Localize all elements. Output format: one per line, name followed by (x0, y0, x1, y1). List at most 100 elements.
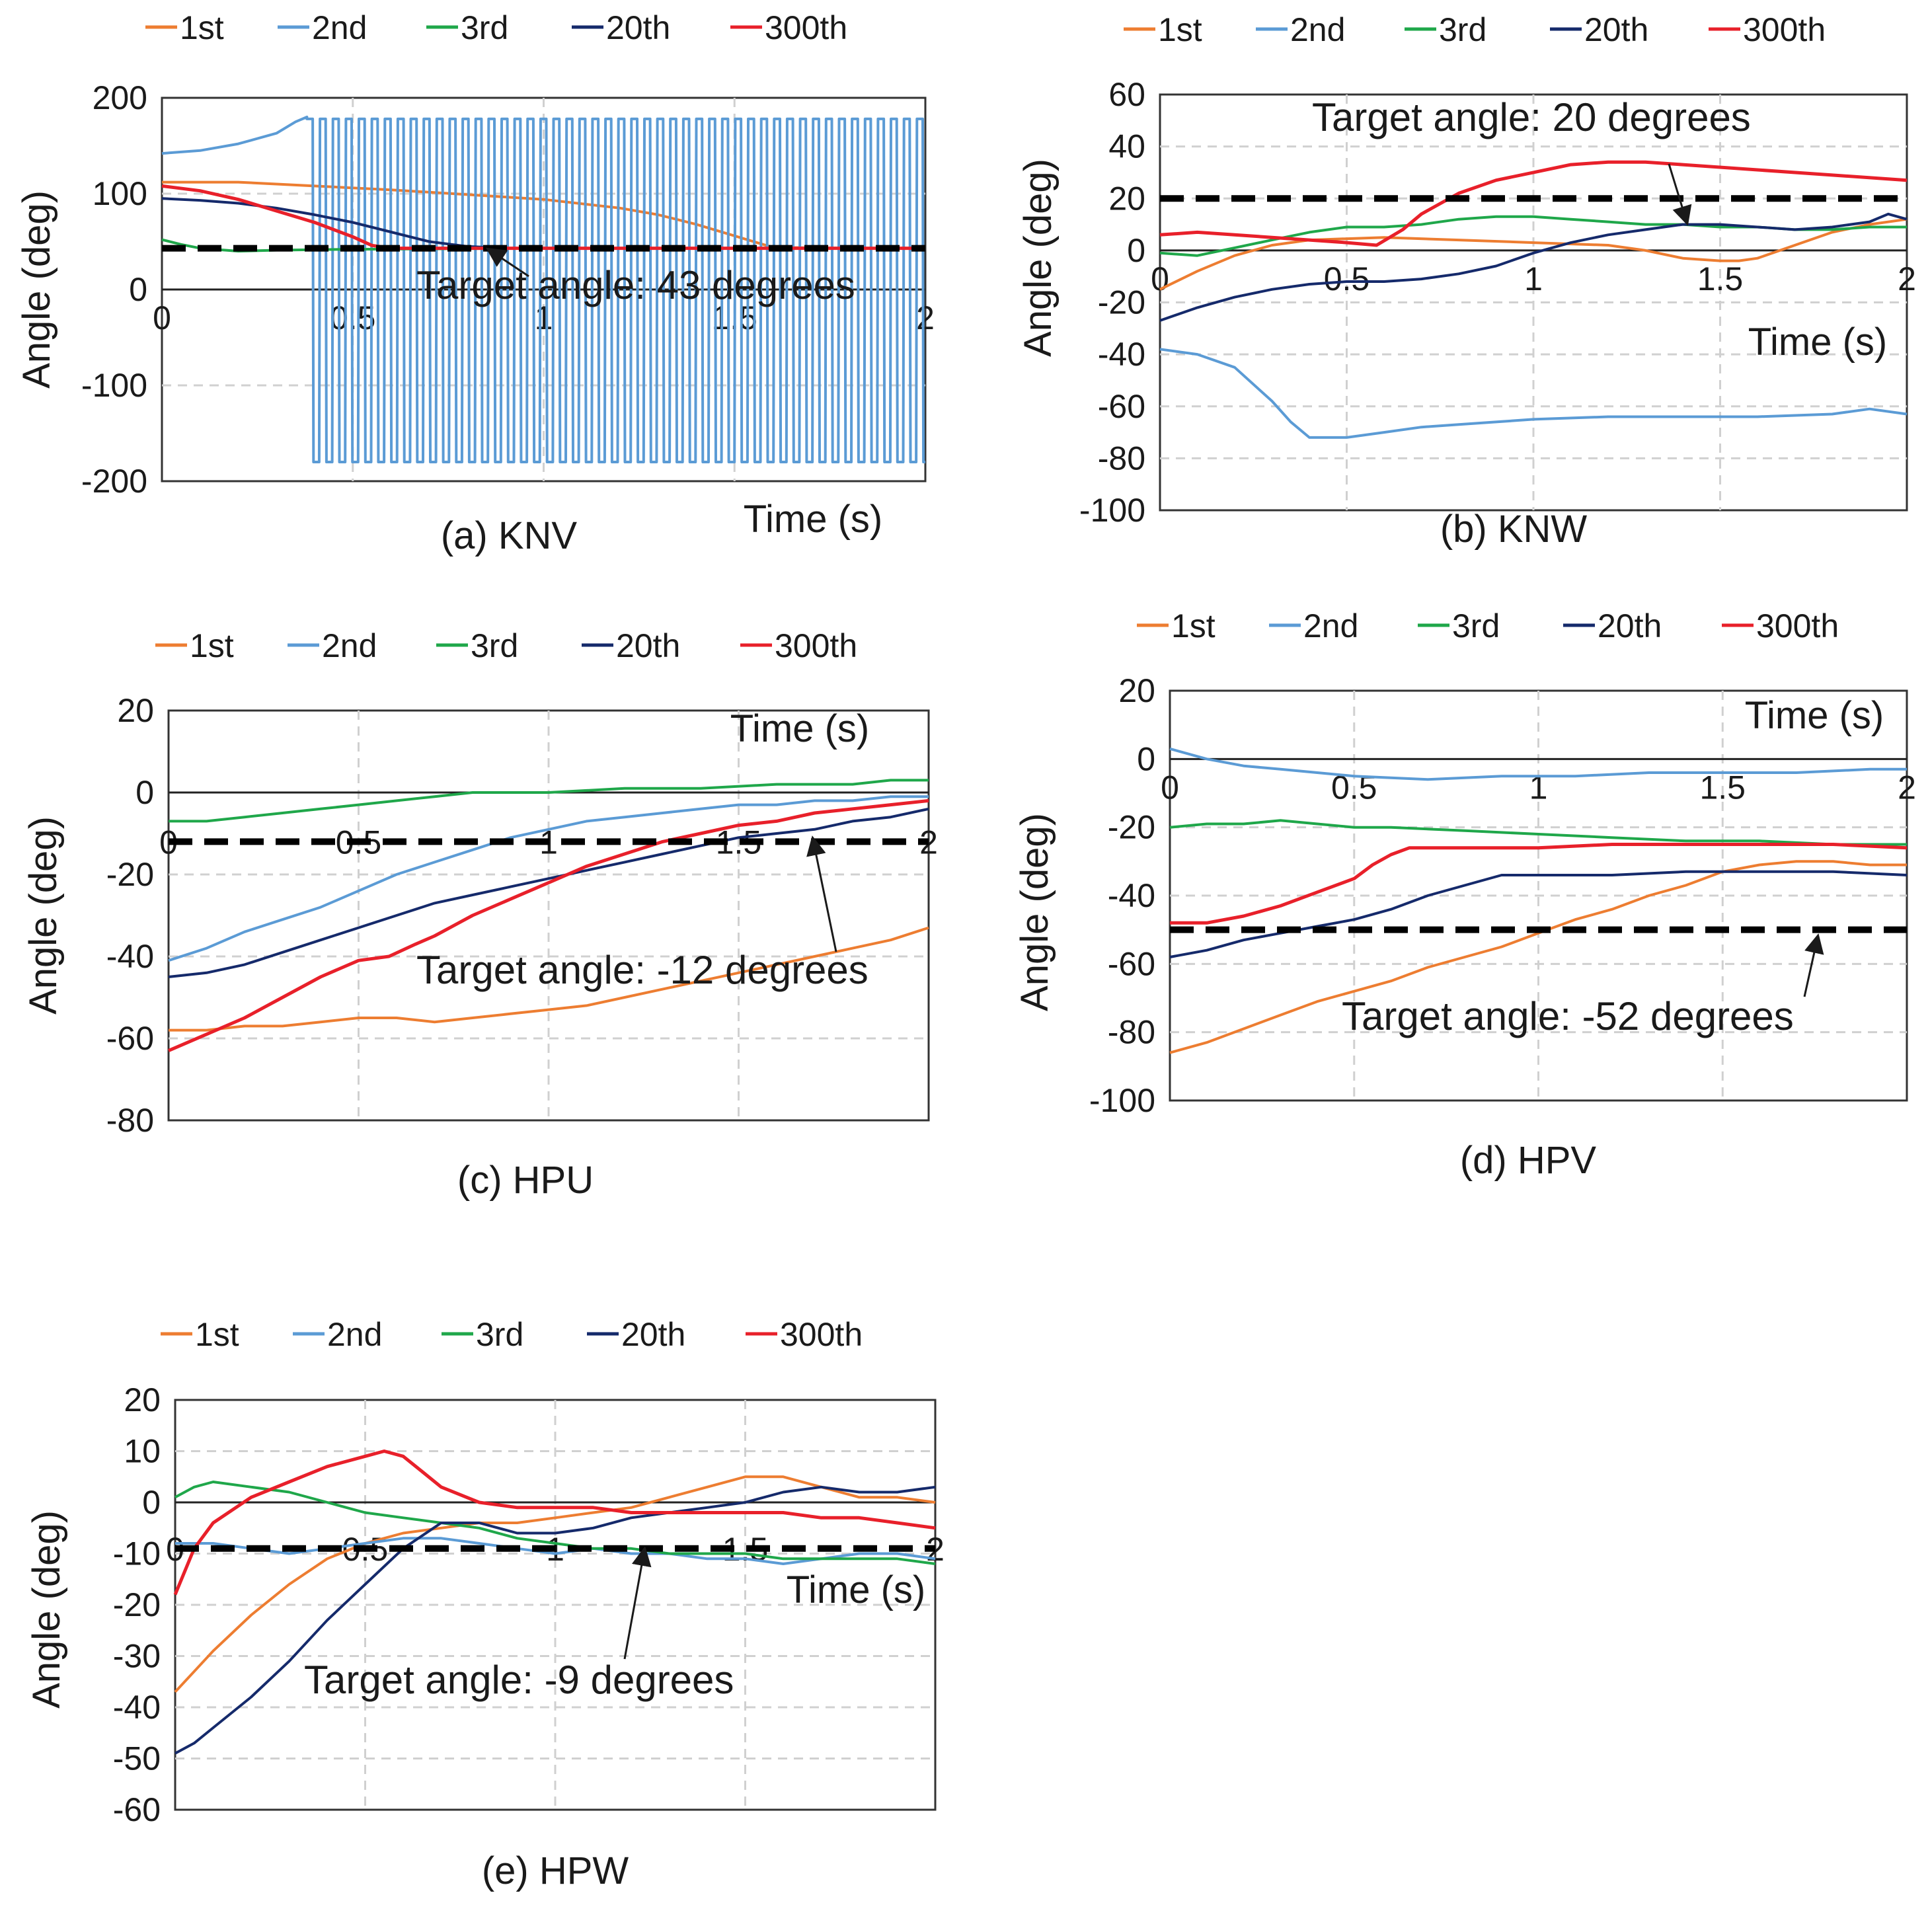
legend-label-2nd: 2nd (312, 9, 367, 46)
x-tick-label: 2 (916, 299, 935, 336)
series-line-20th (168, 807, 929, 978)
annotation-arrow (806, 835, 837, 952)
x-tick-label: 1 (1524, 260, 1543, 297)
legend-label-3rd: 3rd (1452, 607, 1500, 644)
legend-label-2nd: 2nd (322, 627, 377, 664)
legend-label-1st: 1st (190, 627, 234, 664)
annotation-arrow (486, 247, 529, 278)
legend-label-1st: 1st (1171, 607, 1216, 644)
x-axis-title: Time (s) (1748, 321, 1887, 364)
y-tick-label: -20 (106, 856, 154, 893)
y-tick-label: 0 (142, 1484, 161, 1521)
target-annotation: Target angle: 20 degrees (1312, 95, 1751, 139)
panel-caption: (a) KNV (441, 514, 578, 557)
legend: 1st 2nd 3rd 20th 300th (155, 627, 857, 664)
legend-label-3rd: 3rd (1439, 11, 1486, 48)
legend: 1st 2nd 3rd 20th 300th (161, 1316, 863, 1353)
legend-label-2nd: 2nd (327, 1316, 382, 1353)
target-annotation: Target angle: -12 degrees (416, 948, 868, 992)
x-tick-label: 1 (535, 299, 553, 336)
legend-label-300th: 300th (1756, 607, 1839, 644)
series-line-2nd (161, 116, 925, 463)
y-tick-label: -80 (1108, 1014, 1155, 1051)
y-axis-title: Angle (deg) (25, 1510, 68, 1709)
series-line-1st (1159, 217, 1908, 291)
x-axis-title: Time (s) (1745, 694, 1884, 737)
y-tick-label: -40 (1098, 336, 1145, 373)
y-tick-label: 200 (93, 79, 147, 116)
y-tick-label: 0 (1137, 740, 1155, 777)
y-tick-label: -40 (1108, 877, 1155, 914)
y-tick-label: 10 (124, 1433, 161, 1470)
y-axis-title: Angle (deg) (1017, 159, 1060, 357)
legend-label-300th: 300th (780, 1316, 863, 1353)
legend-label-20th: 20th (1584, 11, 1648, 48)
legend: 1st 2nd 3rd 20th 300th (1124, 11, 1826, 48)
y-tick-label: -30 (113, 1638, 161, 1675)
legend-label-300th: 300th (765, 9, 847, 46)
y-tick-label: -60 (1098, 388, 1145, 425)
y-tick-label: -20 (1108, 809, 1155, 846)
x-tick-label: 1.5 (1697, 260, 1744, 297)
panel-caption: (c) HPU (457, 1159, 594, 1202)
series-line-300th (168, 798, 929, 1052)
panel-caption: (e) HPW (482, 1849, 629, 1892)
series-line-3rd (169, 779, 929, 823)
target-annotation: Target angle: 43 degrees (416, 263, 855, 307)
x-tick-label: 1.5 (1699, 769, 1746, 806)
y-tick-label: -40 (106, 938, 154, 975)
series-line-20th (1169, 870, 1908, 958)
y-tick-label: 20 (1108, 180, 1145, 217)
series-line-2nd (168, 795, 929, 962)
series-line-20th (174, 1485, 936, 1755)
legend-label-20th: 20th (616, 627, 680, 664)
y-tick-label: -20 (1098, 284, 1145, 321)
legend-label-2nd: 2nd (1303, 607, 1358, 644)
annotation-arrow (623, 1546, 652, 1660)
x-tick-label: 0 (153, 299, 171, 336)
y-tick-label: -200 (81, 463, 147, 500)
y-tick-label: -60 (1108, 945, 1155, 982)
legend-label-300th: 300th (775, 627, 857, 664)
y-tick-label: -50 (113, 1740, 161, 1777)
y-tick-label: -100 (1089, 1082, 1155, 1119)
legend: 1st 2nd 3rd 20th 300th (1137, 607, 1839, 644)
y-tick-label: -80 (1098, 440, 1145, 477)
legend-label-300th: 300th (1743, 11, 1826, 48)
y-tick-label: -20 (113, 1586, 161, 1623)
y-tick-label: -10 (113, 1535, 161, 1572)
series-line-300th (1170, 843, 1908, 925)
y-tick-label: -100 (1079, 492, 1145, 529)
series-line-1st (169, 926, 929, 1032)
legend: 1st 2nd 3rd 20th 300th (145, 9, 847, 46)
x-tick-label: 1 (1529, 769, 1548, 806)
series-line-300th (1159, 160, 1908, 247)
y-tick-label: 60 (1108, 76, 1145, 113)
target-annotation: Target angle: -52 degrees (1342, 994, 1794, 1038)
target-annotation: Target angle: -9 degrees (304, 1658, 734, 1702)
y-tick-label: 20 (1118, 672, 1155, 709)
legend-label-1st: 1st (180, 9, 224, 46)
series-line-3rd (1169, 819, 1907, 846)
y-tick-label: -40 (113, 1689, 161, 1726)
series-line-2nd (1159, 348, 1908, 439)
y-tick-label: -100 (81, 367, 147, 404)
y-tick-label: 20 (117, 692, 154, 729)
y-tick-label: 20 (124, 1381, 161, 1418)
y-tick-label: 0 (129, 271, 147, 308)
series-line-20th (1159, 212, 1908, 322)
y-tick-label: 40 (1108, 128, 1145, 165)
plot-area (167, 709, 930, 1122)
legend-label-1st: 1st (1158, 11, 1202, 48)
panel-caption: (b) KNW (1440, 508, 1588, 551)
y-tick-label: 0 (135, 774, 154, 811)
x-tick-label: 0 (1161, 769, 1179, 806)
x-axis-title: Time (s) (787, 1568, 925, 1611)
legend-label-20th: 20th (1598, 607, 1662, 644)
legend-label-20th: 20th (621, 1316, 685, 1353)
annotation-arrow (1803, 933, 1824, 997)
